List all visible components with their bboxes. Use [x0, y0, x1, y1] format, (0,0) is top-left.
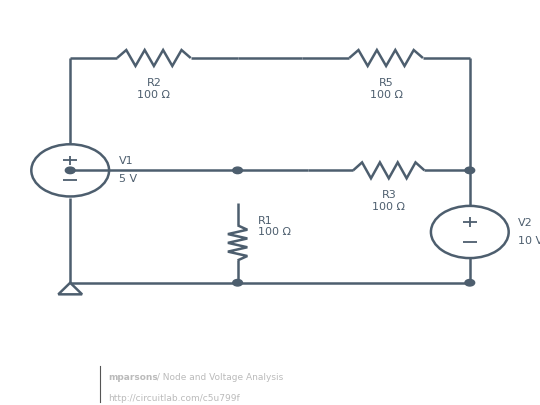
Text: CIRCUIT: CIRCUIT [10, 372, 53, 382]
Circle shape [233, 167, 242, 174]
Text: / Node and Voltage Analysis: / Node and Voltage Analysis [154, 373, 283, 382]
Text: R3
100 Ω: R3 100 Ω [372, 190, 406, 212]
Circle shape [233, 279, 242, 286]
Text: R2
100 Ω: R2 100 Ω [137, 78, 171, 100]
Text: R1
100 Ω: R1 100 Ω [258, 216, 291, 237]
Text: mparsons: mparsons [108, 373, 158, 382]
Text: ~W~H~LAB: ~W~H~LAB [10, 391, 60, 401]
Text: V1: V1 [119, 156, 133, 166]
Text: http://circuitlab.com/c5u799f: http://circuitlab.com/c5u799f [108, 394, 240, 403]
Circle shape [465, 167, 475, 174]
Text: 5 V: 5 V [119, 175, 137, 184]
Circle shape [65, 167, 75, 174]
Text: 10 V: 10 V [518, 236, 540, 246]
Text: R5
100 Ω: R5 100 Ω [369, 78, 403, 100]
Text: V2: V2 [518, 218, 533, 228]
Circle shape [465, 279, 475, 286]
